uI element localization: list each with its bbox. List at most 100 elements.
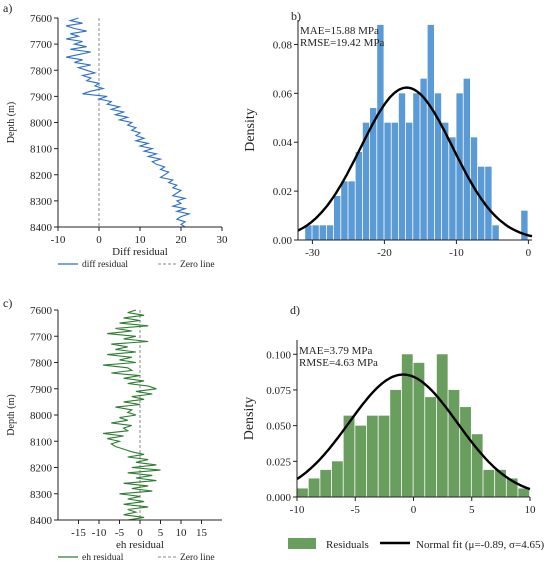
x-tick-label: 0 (96, 234, 102, 246)
y-tick-label: 0.00 (273, 235, 293, 247)
y-tick-label: 0.08 (273, 39, 293, 51)
y-tick-label: 7700 (30, 39, 53, 51)
y-tick-label: 7900 (30, 384, 53, 396)
x-tick-label: -15 (71, 527, 86, 539)
histogram-bar (485, 166, 492, 240)
histogram-bar (391, 122, 398, 240)
y-tick-label: 8100 (30, 436, 53, 448)
x-tick-label: 10 (176, 527, 188, 539)
y-tick-label: 7600 (30, 13, 53, 25)
histogram-bar (362, 122, 370, 240)
histogram-bar (370, 108, 377, 240)
histogram-bar (460, 407, 471, 497)
x-tick-label: 0 (526, 247, 532, 259)
histogram-bar (326, 225, 334, 240)
histogram-bar (384, 122, 391, 240)
histogram-bar (308, 478, 320, 497)
histogram-bar (319, 225, 326, 240)
histogram-bar (442, 122, 449, 240)
histogram-bar (305, 225, 312, 240)
series-line (66, 17, 192, 228)
y-tick-label: 8400 (30, 515, 53, 527)
y-tick-label: 8400 (30, 222, 53, 234)
y-axis-label: Depth (m) (6, 394, 17, 435)
histogram-bar (448, 389, 460, 497)
histogram-bar (401, 354, 413, 497)
y-tick-label: 7700 (30, 331, 53, 343)
x-tick-label: 15 (196, 527, 208, 539)
histogram-bar (492, 225, 499, 240)
histogram-bar (521, 210, 528, 240)
y-tick-label: 7800 (30, 65, 53, 77)
x-tick-label: -5 (115, 527, 125, 539)
histogram-bar (478, 166, 485, 240)
y-tick-label: 0.02 (273, 186, 292, 198)
histogram-bar (341, 181, 348, 240)
x-tick-label: 10 (135, 234, 147, 246)
x-tick-label: -30 (305, 247, 320, 259)
histogram-bar (427, 24, 434, 241)
y-tick-label: 8200 (30, 170, 53, 182)
histogram-bar (343, 415, 355, 497)
histogram-bar (355, 152, 362, 240)
y-tick-label: 0.050 (266, 421, 291, 433)
y-tick-label: 0.04 (273, 137, 293, 149)
x-tick-label: 30 (217, 234, 229, 246)
y-tick-label: 0.000 (266, 492, 291, 504)
y-tick-label: 0.075 (266, 385, 291, 397)
x-tick-label: 5 (469, 504, 475, 516)
histogram-bar (420, 78, 427, 241)
panel-label: d) (290, 303, 300, 317)
y-axis-label: Density (242, 397, 257, 441)
series-line (103, 309, 161, 521)
normal-fit-curve (297, 86, 533, 238)
histogram-bar (334, 196, 341, 240)
histogram-bar (406, 122, 413, 240)
y-tick-label: 8000 (30, 118, 53, 130)
legend-label-series: eh residual (82, 553, 124, 563)
x-tick-label: 20 (176, 234, 188, 246)
y-tick-label: 8100 (30, 144, 53, 156)
histogram-bar (348, 181, 355, 240)
histogram-bar (378, 415, 390, 497)
histogram-bar (366, 415, 378, 497)
stat-annotation: MAE=3.79 MPa (299, 345, 373, 357)
histogram-bar (495, 469, 506, 497)
x-tick-label: 0 (137, 527, 143, 539)
histogram-bar (413, 362, 425, 497)
y-tick-label: 7600 (30, 305, 53, 317)
histogram-bar (506, 478, 518, 497)
histogram-bar (471, 434, 483, 497)
legend-label-zero: Zero line (180, 260, 215, 270)
histogram-bar (377, 24, 384, 241)
histogram-bar (398, 93, 406, 240)
histogram-bar (390, 389, 402, 497)
y-axis-label: Depth (m) (6, 102, 17, 143)
legend-label-zero: Zero line (180, 553, 215, 563)
histogram-bar (425, 397, 436, 497)
y-axis-label: Density (243, 108, 258, 152)
histogram-bar (355, 425, 367, 497)
histogram-bar (449, 137, 456, 240)
x-axis-label: Diff residual (112, 246, 168, 258)
y-tick-label: 7900 (30, 91, 53, 103)
x-tick-label: -5 (351, 504, 361, 516)
y-tick-label: 0.025 (266, 456, 291, 468)
histogram-bar (483, 469, 495, 497)
x-tick-label: -20 (377, 247, 392, 259)
histogram-bar (518, 488, 530, 497)
x-tick-label: -10 (290, 504, 305, 516)
panel-label: b) (291, 9, 301, 23)
x-tick-label: 10 (525, 504, 537, 516)
histogram-bar (297, 488, 308, 497)
histogram-bar (331, 461, 343, 497)
histogram-bar (436, 354, 448, 497)
y-tick-label: 0.06 (273, 88, 293, 100)
histogram-bar (320, 469, 332, 497)
stat-annotation: RMSE=4.63 MPa (299, 357, 378, 369)
x-tick-label: 5 (158, 527, 164, 539)
panel-label: a) (3, 1, 12, 15)
x-tick-label: 0 (411, 504, 417, 516)
legend-swatch-bars (288, 538, 316, 549)
